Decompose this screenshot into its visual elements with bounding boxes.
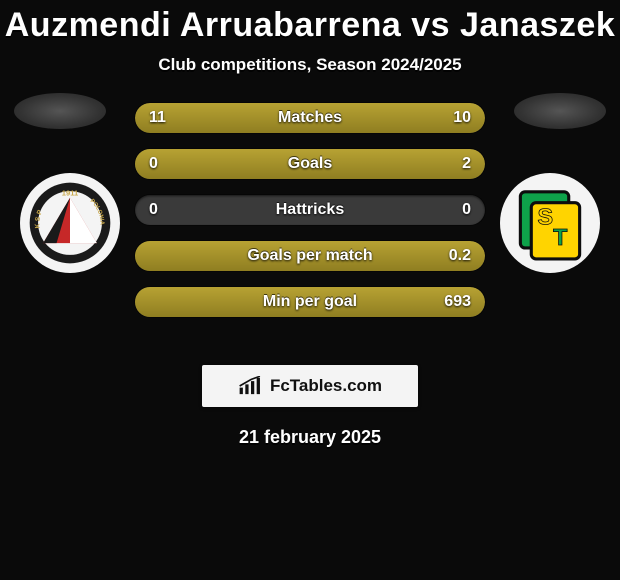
crest-right: S T: [500, 173, 600, 273]
player-right-ellipse: [514, 93, 606, 129]
chart-icon: [238, 376, 264, 396]
crest-right-icon: S T: [511, 184, 589, 262]
stat-row: 693Min per goal: [135, 287, 485, 317]
stat-row: 02Goals: [135, 149, 485, 179]
stat-row: 1110Matches: [135, 103, 485, 133]
stat-row: 0 0Hattricks: [135, 195, 485, 225]
brand-text: FcTables.com: [270, 376, 382, 396]
crest-left: 1911 K S P POLONIA: [20, 173, 120, 273]
h2h-widget: Auzmendi Arruabarrena vs Janaszek Club c…: [0, 0, 620, 448]
bar-fill-right: [317, 103, 485, 133]
subtitle: Club competitions, Season 2024/2025: [0, 55, 620, 75]
stat-left-value: 0: [149, 195, 158, 225]
svg-text:S: S: [538, 204, 554, 230]
bar-fill-left: [135, 103, 317, 133]
svg-text:1911: 1911: [62, 188, 78, 197]
crest-left-icon: 1911 K S P POLONIA: [28, 181, 112, 265]
svg-text:T: T: [553, 224, 568, 250]
player-left-ellipse: [14, 93, 106, 129]
title: Auzmendi Arruabarrena vs Janaszek: [0, 0, 620, 45]
brand-box[interactable]: FcTables.com: [202, 365, 418, 407]
stat-row: 0.2Goals per match: [135, 241, 485, 271]
stat-right-value: 0: [462, 195, 471, 225]
date: 21 february 2025: [0, 427, 620, 448]
bar-fill-right: [135, 287, 485, 317]
body: 1911 K S P POLONIA: [0, 103, 620, 343]
bar-fill-right: [135, 241, 485, 271]
stat-bars: 1110Matches 02Goals 0 0Hattricks 0.2Goals pe…: [135, 103, 485, 333]
stat-label: Hattricks: [135, 195, 485, 225]
bar-fill-right: [135, 149, 485, 179]
